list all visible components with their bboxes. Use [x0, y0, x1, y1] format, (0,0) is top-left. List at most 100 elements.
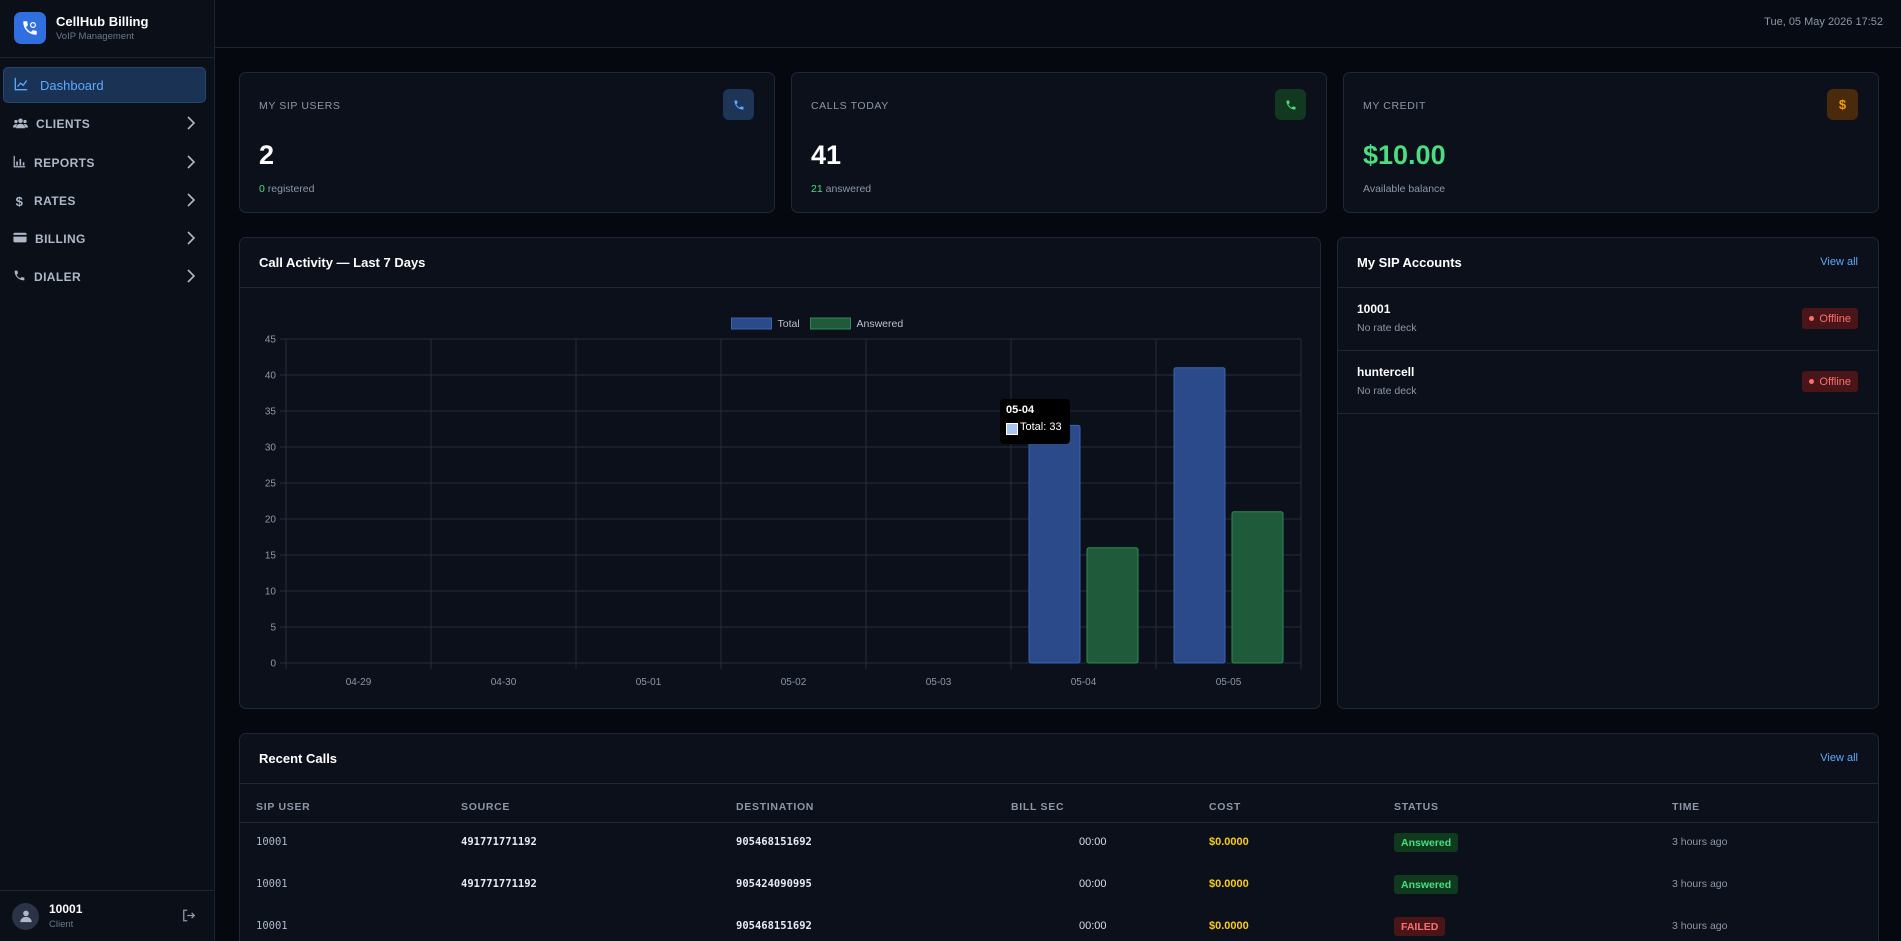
sip-account-name: huntercell — [1357, 365, 1415, 379]
column-header[interactable]: SIP USER — [256, 801, 311, 813]
cell-destination: 905424090995 — [736, 878, 812, 890]
y-tick-label: 15 — [265, 551, 277, 562]
y-tick-label: 30 — [265, 443, 277, 454]
cell-time: 3 hours ago — [1672, 878, 1728, 890]
logout-icon[interactable] — [182, 909, 196, 927]
column-header[interactable]: DESTINATION — [736, 801, 815, 813]
cell-time: 3 hours ago — [1672, 836, 1728, 848]
status-dot-icon — [1809, 379, 1815, 384]
sidebar-item-billing[interactable]: BILLING — [3, 223, 206, 255]
stat-label: MY SIP USERS — [259, 100, 341, 112]
status-badge: Answered — [1394, 833, 1459, 852]
users-icon — [13, 117, 28, 132]
x-tick-label: 05-05 — [1216, 677, 1242, 688]
brand-title: CellHub Billing — [56, 14, 149, 29]
cell-sip-user: 10001 — [256, 878, 288, 890]
bar-total-05-05 — [1173, 367, 1226, 664]
chevron-right-icon — [186, 155, 196, 172]
cell-source: 491771771192 — [461, 878, 537, 890]
user-role: Client — [49, 919, 74, 930]
y-tick-label: 5 — [270, 623, 276, 634]
stat-sub: 21 answered — [811, 183, 871, 195]
cell-cost: $0.0000 — [1209, 920, 1249, 932]
y-tick-label: 25 — [265, 479, 277, 490]
cell-cost: $0.0000 — [1209, 878, 1249, 890]
sidebar-item-reports[interactable]: REPORTS — [3, 147, 206, 179]
y-tick-label: 40 — [265, 371, 277, 382]
stat-label: CALLS TODAY — [811, 100, 889, 112]
x-tick-label: 04-29 — [346, 677, 372, 688]
view-all-link[interactable]: View all — [1820, 752, 1858, 764]
credit-card-icon — [13, 232, 27, 246]
y-tick-label: 35 — [265, 407, 277, 418]
sip-account-row[interactable]: huntercell No rate deck Offline — [1338, 351, 1878, 414]
y-tick-label: 0 — [270, 659, 276, 670]
stat-sub: Available balance — [1363, 183, 1446, 195]
divider — [240, 287, 1320, 288]
chart-tooltip: 05-04 Total: 33 — [1000, 399, 1070, 444]
x-tick-label: 05-01 — [636, 677, 662, 688]
card-title: Call Activity — Last 7 Days — [259, 255, 426, 270]
brand[interactable]: CellHub Billing VoIP Management — [14, 12, 148, 44]
stat-label: MY CREDIT — [1363, 100, 1426, 112]
card-title: Recent Calls — [259, 751, 338, 766]
call-activity-chart: 0 5 10 15 20 25 30 35 40 45 04-29 04-30 05-01 05-02 05… — [265, 317, 1302, 688]
legend-label: Answered — [857, 318, 904, 330]
column-header[interactable]: STATUS — [1394, 801, 1439, 813]
cell-cost: $0.0000 — [1209, 836, 1249, 848]
sidebar-item-clients[interactable]: CLIENTS — [3, 108, 206, 140]
sip-account-deck: No rate deck — [1357, 385, 1417, 397]
stat-card-credit: MY CREDIT $ $10.00 Available balance — [1343, 72, 1879, 213]
bar-answered-05-05 — [1231, 511, 1284, 664]
legend-swatch — [731, 317, 772, 330]
current-datetime: Tue, 05 May 2026 17:52 — [1764, 16, 1883, 28]
sidebar-item-label: RATES — [34, 194, 76, 208]
chart-line-icon — [14, 77, 28, 94]
sidebar-item-dashboard[interactable]: Dashboard — [3, 67, 206, 103]
column-header[interactable]: TIME — [1672, 801, 1700, 813]
sidebar-item-dialer[interactable]: DIALER — [3, 261, 206, 293]
column-header[interactable]: SOURCE — [461, 801, 511, 813]
cell-sip-user: 10001 — [256, 920, 288, 932]
legend-label: Total — [778, 318, 800, 330]
sidebar-item-label: CLIENTS — [36, 117, 91, 131]
sip-accounts-card: My SIP Accounts View all 10001 No rate d… — [1337, 237, 1879, 709]
x-tick-label: 05-02 — [781, 677, 807, 688]
sidebar-item-rates[interactable]: $ RATES — [3, 185, 206, 217]
brand-subtitle: VoIP Management — [56, 31, 134, 42]
stat-card-sip-users: MY SIP USERS 2 0 registered — [239, 72, 775, 213]
user-name: 10001 — [49, 902, 83, 916]
phone-logo-icon — [14, 12, 46, 44]
y-tick-label: 10 — [265, 587, 277, 598]
chevron-right-icon — [186, 116, 196, 133]
status-text: Offline — [1819, 312, 1851, 325]
sip-account-row[interactable]: 10001 No rate deck Offline — [1338, 288, 1878, 351]
stat-sub-count: 0 — [259, 183, 265, 195]
chevron-right-icon — [186, 231, 196, 248]
status-text: Offline — [1819, 375, 1851, 388]
phone-icon — [13, 269, 26, 285]
stat-sub-text: answered — [825, 183, 872, 195]
avatar[interactable] — [12, 902, 39, 930]
table-row[interactable]: 10001 491771771192 905424090995 00:00 $0… — [240, 865, 1878, 907]
cell-bill-sec: 00:00 — [1079, 836, 1107, 848]
table-row[interactable]: 10001 491771771192 905468151692 00:00 $0… — [240, 823, 1878, 865]
stat-sub-count: 21 — [811, 183, 823, 195]
status-badge: Offline — [1802, 371, 1858, 392]
legend-swatch — [810, 317, 851, 330]
cell-bill-sec: 00:00 — [1079, 878, 1107, 890]
user-profile: 10001 Client — [0, 890, 214, 941]
stat-sub-text: registered — [267, 183, 315, 195]
sidebar: CellHub Billing VoIP Management Dashboar… — [0, 0, 215, 941]
divider — [240, 783, 1878, 784]
bar-chart-icon — [13, 155, 26, 171]
sidebar-item-label: BILLING — [35, 232, 86, 246]
x-tick-label: 05-04 — [1071, 677, 1097, 688]
divider — [240, 822, 1878, 823]
column-header[interactable]: BILL SEC — [1011, 801, 1065, 813]
view-all-link[interactable]: View all — [1820, 256, 1858, 268]
column-header[interactable]: COST — [1209, 801, 1241, 813]
cell-destination: 905468151692 — [736, 836, 812, 848]
table-row[interactable]: 10001 905468151692 00:00 $0.0000 FAILED … — [240, 907, 1878, 941]
sidebar-item-label: DIALER — [34, 270, 82, 284]
